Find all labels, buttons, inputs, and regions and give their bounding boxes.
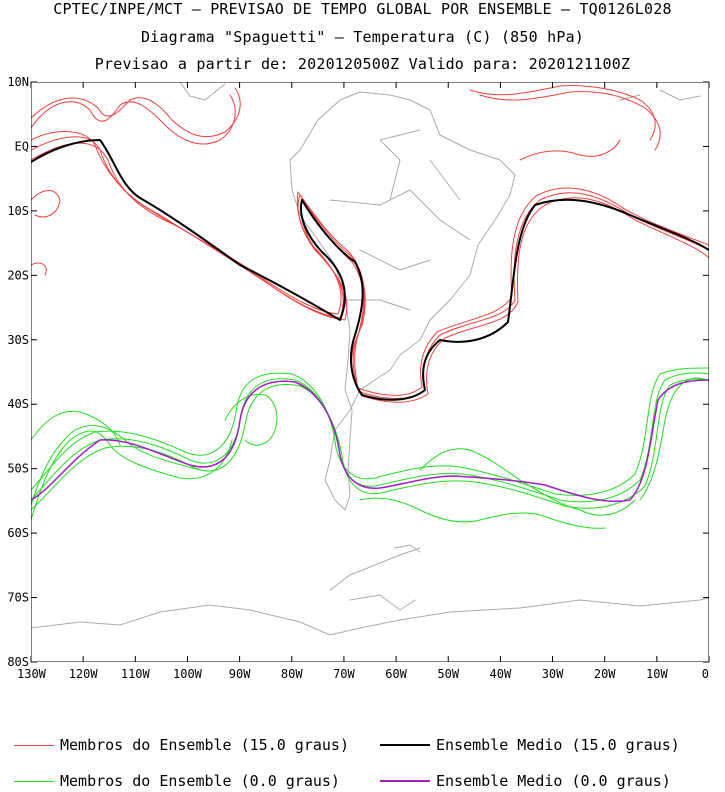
lat-label: 20S — [7, 268, 29, 282]
mean-15-contour — [31, 139, 709, 401]
mean-0-contour — [31, 379, 709, 503]
member-15-contour — [31, 131, 709, 396]
lat-label: 70S — [7, 591, 29, 605]
member-0-contour — [31, 430, 233, 521]
legend-members-0: Membros do Ensemble (0.0 graus) — [14, 772, 340, 790]
lat-label: 30S — [7, 333, 29, 347]
coast-central-america — [179, 82, 226, 101]
legend-label-mean-15: Ensemble Medio (15.0 graus) — [436, 736, 680, 754]
spaghetti-map: 10N EQ 10S 20S 30S 40S 50S 60S 70S 80S 130W 120W 11… — [7, 75, 710, 681]
legend-swatch-members-0 — [14, 780, 54, 782]
member-15-contour — [31, 94, 236, 145]
legend-swatch-members-15 — [14, 744, 54, 746]
country-borders — [329, 129, 471, 311]
member-0-contour — [224, 393, 278, 446]
member-0-contour — [31, 367, 709, 496]
legend-label-mean-0: Ensemble Medio (0.0 graus) — [436, 772, 671, 790]
lat-label: 40S — [7, 397, 29, 411]
lat-label: EQ — [15, 139, 29, 153]
lon-label: 90W — [229, 667, 251, 681]
plot-area — [31, 82, 709, 662]
legend-members-15: Membros do Ensemble (15.0 graus) — [14, 736, 349, 754]
lon-label: 40W — [490, 667, 512, 681]
title-line-1: CPTEC/INPE/MCT – PREVISAO DE TEMPO GLOBA… — [53, 0, 672, 18]
legend-swatch-mean-15 — [380, 744, 430, 746]
lat-label: 50S — [7, 462, 29, 476]
title-line-3: Previsao a partir de: 2020120500Z Valido… — [94, 55, 631, 73]
member-0-contour — [639, 377, 709, 501]
lon-label: 60W — [385, 667, 407, 681]
member-15-contour — [31, 190, 61, 218]
lat-label: 10S — [7, 204, 29, 218]
member-0-contour — [31, 378, 709, 511]
member-15-contour — [479, 91, 661, 151]
latitude-axis: 10N EQ 10S 20S 30S 40S 50S 60S 70S 80S — [7, 75, 709, 669]
coastlines — [31, 82, 709, 636]
lon-label: 110W — [121, 667, 151, 681]
lon-label: 130W — [17, 667, 47, 681]
lon-label: 20W — [594, 667, 616, 681]
longitude-axis: 130W 120W 110W 100W 90W 80W 70W 60W 50W 40W 30W 20W… — [17, 82, 710, 681]
lon-label: 0 — [702, 667, 709, 681]
title-line-2: Diagrama "Spaguetti" – Temperatura (C) (… — [140, 28, 585, 46]
lat-label: 60S — [7, 526, 29, 540]
lon-label: 120W — [69, 667, 99, 681]
coast-south-georgia — [394, 544, 421, 553]
coast-south-america — [289, 91, 516, 511]
lat-label: 10N — [7, 75, 29, 89]
member-0-contour — [31, 425, 201, 506]
member-15-contour — [31, 262, 47, 276]
lon-label: 80W — [281, 667, 303, 681]
member-15-contour — [519, 139, 621, 161]
legend-mean-15: Ensemble Medio (15.0 graus) — [380, 736, 680, 754]
member-0-contour — [419, 448, 636, 516]
coast-antarctic-peninsula — [329, 547, 421, 611]
member-0-contour — [359, 497, 606, 529]
lon-label: 100W — [173, 667, 203, 681]
legend-mean-0: Ensemble Medio (0.0 graus) — [380, 772, 671, 790]
lon-label: 10W — [646, 667, 668, 681]
lon-label: 30W — [542, 667, 564, 681]
member-15-contour — [31, 87, 241, 138]
legend-swatch-mean-0 — [380, 780, 430, 782]
coast-antarctica — [31, 597, 709, 636]
coast-islands-north — [619, 89, 701, 101]
lon-label: 50W — [437, 667, 459, 681]
legend-label-members-0: Membros do Ensemble (0.0 graus) — [60, 772, 340, 790]
lat-label: 80S — [7, 655, 29, 669]
lon-label: 70W — [333, 667, 355, 681]
member-15-contour — [469, 85, 656, 141]
member-0-contour — [31, 410, 121, 446]
legend-label-members-15: Membros do Ensemble (15.0 graus) — [60, 736, 349, 754]
